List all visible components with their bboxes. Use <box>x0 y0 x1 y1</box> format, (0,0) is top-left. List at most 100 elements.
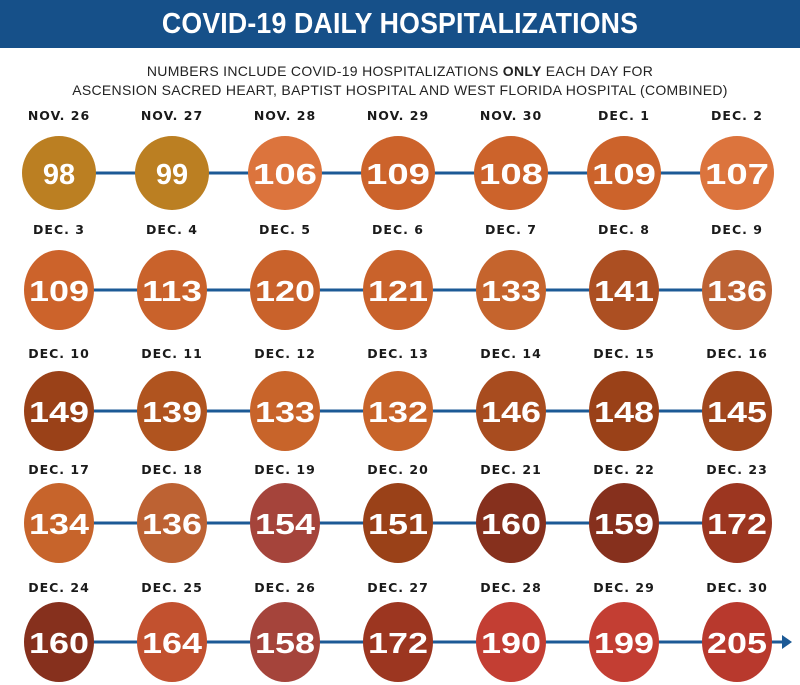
day-marker: DEC. 18 136 <box>137 462 207 563</box>
value-circle <box>363 483 433 563</box>
value-circle <box>24 483 94 563</box>
day-marker: DEC. 21 160 <box>476 462 546 563</box>
value-circle <box>250 483 320 563</box>
value-circle <box>702 602 772 682</box>
value-circle <box>474 136 548 210</box>
value-label: 106 <box>253 159 317 191</box>
value-circle <box>363 602 433 682</box>
value-circle <box>250 250 320 330</box>
date-label: DEC. 25 <box>141 580 203 595</box>
day-marker: NOV. 27 99 <box>135 108 209 210</box>
date-label: DEC. 8 <box>598 222 650 237</box>
subtitle-line-1: NUMBERS INCLUDE COVID-19 HOSPITALIZATION… <box>0 62 800 81</box>
date-label: DEC. 27 <box>367 580 429 595</box>
value-circle <box>702 250 772 330</box>
value-label: 120 <box>255 276 315 308</box>
value-label: 139 <box>142 397 202 429</box>
date-label: NOV. 26 <box>28 108 90 123</box>
day-marker: DEC. 19 154 <box>250 462 320 563</box>
day-marker: DEC. 7 133 <box>476 222 546 330</box>
date-label: DEC. 30 <box>706 580 768 595</box>
date-label: DEC. 23 <box>706 462 768 477</box>
day-marker: NOV. 30 108 <box>474 108 548 210</box>
date-label: DEC. 15 <box>593 346 655 361</box>
date-label: NOV. 28 <box>254 108 316 123</box>
value-circle <box>137 483 207 563</box>
value-circle <box>700 136 774 210</box>
value-label: 133 <box>255 397 315 429</box>
value-circle <box>137 371 207 451</box>
day-marker: DEC. 12 133 <box>250 346 320 451</box>
date-label: DEC. 26 <box>254 580 316 595</box>
day-marker: DEC. 30 205 <box>702 580 772 682</box>
value-circle <box>250 602 320 682</box>
date-label: DEC. 21 <box>480 462 542 477</box>
date-label: DEC. 2 <box>711 108 763 123</box>
value-label: 148 <box>594 397 654 429</box>
value-label: 99 <box>156 159 188 191</box>
value-circle <box>137 250 207 330</box>
day-marker: DEC. 4 113 <box>137 222 207 330</box>
day-marker: DEC. 24 160 <box>24 580 94 682</box>
day-marker: DEC. 6 121 <box>363 222 433 330</box>
value-circle <box>137 602 207 682</box>
day-marker: DEC. 11 139 <box>137 346 207 451</box>
value-circle <box>24 250 94 330</box>
value-label: 151 <box>368 509 428 541</box>
subtitle-emphasis: ONLY <box>502 63 542 79</box>
value-circle <box>361 136 435 210</box>
date-label: DEC. 11 <box>141 346 203 361</box>
value-label: 133 <box>481 276 541 308</box>
arrow-head-icon <box>782 635 792 649</box>
day-marker: DEC. 10 149 <box>24 346 94 451</box>
date-label: DEC. 9 <box>711 222 763 237</box>
day-marker: DEC. 28 190 <box>476 580 546 682</box>
value-circle <box>589 371 659 451</box>
date-label: DEC. 10 <box>28 346 90 361</box>
value-label: 205 <box>707 628 767 660</box>
value-label: 134 <box>29 509 89 541</box>
value-circle <box>702 483 772 563</box>
day-marker: DEC. 15 148 <box>589 346 659 451</box>
day-marker: DEC. 9 136 <box>702 222 772 330</box>
date-label: NOV. 29 <box>367 108 429 123</box>
value-label: 98 <box>43 159 75 191</box>
value-label: 158 <box>255 628 315 660</box>
date-label: DEC. 13 <box>367 346 429 361</box>
value-circle <box>587 136 661 210</box>
value-circle <box>248 136 322 210</box>
day-marker: DEC. 14 146 <box>476 346 546 451</box>
date-label: DEC. 17 <box>28 462 90 477</box>
value-label: 109 <box>29 276 89 308</box>
day-marker: DEC. 25 164 <box>137 580 207 682</box>
value-circle <box>589 483 659 563</box>
value-circle <box>589 250 659 330</box>
value-circle <box>24 371 94 451</box>
date-label: DEC. 19 <box>254 462 316 477</box>
date-label: DEC. 24 <box>28 580 90 595</box>
subtitle-line-2: ASCENSION SACRED HEART, BAPTIST HOSPITAL… <box>72 82 728 98</box>
subtitle-line-1-post: EACH DAY FOR <box>541 63 654 79</box>
value-label: 145 <box>707 397 767 429</box>
date-label: DEC. 29 <box>593 580 655 595</box>
date-label: DEC. 18 <box>141 462 203 477</box>
date-label: DEC. 4 <box>146 222 198 237</box>
page-title: COVID-19 DAILY HOSPITALIZATIONS <box>161 8 639 40</box>
day-marker: DEC. 23 172 <box>702 462 772 563</box>
value-circle <box>476 371 546 451</box>
date-label: DEC. 1 <box>598 108 650 123</box>
date-label: DEC. 22 <box>593 462 655 477</box>
subtitle-line-1-pre: NUMBERS INCLUDE COVID-19 HOSPITALIZATION… <box>146 63 503 79</box>
value-circle <box>250 371 320 451</box>
value-label: 172 <box>707 509 767 541</box>
value-circle <box>476 483 546 563</box>
value-label: 199 <box>594 628 654 660</box>
day-marker: DEC. 17 134 <box>24 462 94 563</box>
value-label: 172 <box>368 628 428 660</box>
date-label: DEC. 28 <box>480 580 542 595</box>
date-label: DEC. 14 <box>480 346 542 361</box>
value-label: 141 <box>594 276 654 308</box>
value-label: 160 <box>29 628 89 660</box>
day-marker: DEC. 16 145 <box>702 346 772 451</box>
